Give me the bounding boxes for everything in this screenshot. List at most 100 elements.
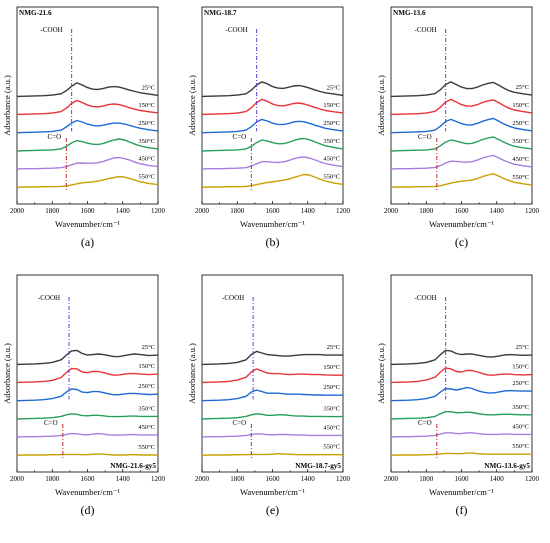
x-tick-label: 1800	[419, 475, 434, 483]
panel-letter: (c)	[455, 235, 468, 249]
spectrum-line-150degC	[201, 368, 343, 384]
spectrum-line-350degC	[16, 138, 159, 152]
x-axis-label: Wavenumber/cm⁻¹	[240, 487, 305, 497]
x-tick-label: 1400	[490, 475, 505, 483]
spectrum-line-250degC	[16, 119, 159, 134]
x-tick-label: 1400	[301, 207, 316, 215]
y-axis-label: Adsorbance (a.u.)	[2, 75, 12, 136]
x-axis-label: Wavenumber/cm⁻¹	[55, 487, 120, 497]
spectrum-line-450degC	[390, 432, 532, 438]
x-tick-label: 1800	[45, 207, 60, 215]
x-tick-label: 1600	[266, 207, 281, 215]
temperature-label: 25°C	[142, 344, 155, 351]
x-tick-label: 1600	[455, 207, 470, 215]
temperature-label: 250°C	[138, 120, 155, 127]
temperature-label: 250°C	[512, 120, 529, 127]
temperature-label: 550°C	[323, 173, 340, 180]
temperature-label: 350°C	[512, 138, 529, 145]
x-tick-label: 1600	[266, 475, 281, 483]
temperature-label: 25°C	[516, 84, 529, 91]
temperature-label: 550°C	[138, 444, 155, 451]
y-axis-label: Adsorbance (a.u.)	[187, 75, 197, 136]
x-tick-label: 1400	[116, 207, 131, 215]
spectrum-line-350degC	[201, 413, 343, 420]
temperature-label: 150°C	[138, 102, 155, 109]
spectrum-line-25degC	[16, 82, 159, 98]
spectrum-line-25degC	[201, 81, 344, 98]
plot-frame	[390, 274, 533, 473]
spectrum-line-450degC	[201, 433, 343, 438]
spectrum-line-550degC	[390, 452, 532, 456]
spectrum-line-550degC	[16, 453, 158, 456]
panel-d: 2000 1800 1600 1400 1200 Wavenumber/cm⁻¹ Adsor…	[2, 274, 166, 517]
spectrum-line-450degC	[16, 156, 159, 170]
x-tick-label: 1200	[525, 475, 540, 483]
panel-a: 2000 1800 1600 1400 1200 Wavenumber/cm⁻¹ Adsor…	[2, 6, 166, 249]
spectrum-line-25degC	[16, 349, 159, 366]
spectrum-line-550degC	[16, 175, 159, 188]
x-axis-label: Wavenumber/cm⁻¹	[55, 219, 120, 229]
panel-letter: (a)	[81, 235, 94, 249]
x-tick-label: 1400	[490, 207, 505, 215]
spectrum-line-450degC	[201, 156, 344, 170]
temperature-label: 350°C	[512, 404, 529, 411]
panel-letter: (b)	[266, 235, 280, 249]
co-label: C=O	[233, 133, 247, 141]
spectrum-line-550degC	[201, 173, 344, 188]
spectrum-line-550degC	[201, 453, 343, 456]
cooh-label: -COOH	[415, 294, 437, 302]
x-tick-label: 1800	[45, 475, 60, 483]
spectrum-line-150degC	[201, 98, 344, 116]
panel-f: 2000 1800 1600 1400 1200 Wavenumber/cm⁻¹ Adsor…	[376, 274, 540, 517]
x-axis-label: Wavenumber/cm⁻¹	[429, 487, 494, 497]
cooh-label: -COOH	[415, 26, 437, 34]
x-tick-label: 1800	[230, 475, 245, 483]
x-axis-label: Wavenumber/cm⁻¹	[429, 219, 494, 229]
sample-title: NMG-13.6-gy5	[484, 462, 530, 470]
temperature-label: 450°C	[512, 156, 529, 163]
x-tick-label: 1200	[525, 207, 540, 215]
temperature-label: 350°C	[323, 406, 340, 413]
y-axis-label: Adsorbance (a.u.)	[376, 75, 386, 136]
panel-letter: (f)	[456, 503, 468, 517]
x-tick-label: 2000	[195, 475, 210, 483]
sample-title: NMG-13.6	[393, 9, 426, 17]
temperature-label: 150°C	[512, 364, 529, 371]
x-tick-label: 2000	[384, 207, 399, 215]
cooh-label: -COOH	[226, 26, 248, 34]
spectrum-line-25degC	[390, 81, 533, 98]
sample-title: NMG-21.6	[19, 9, 52, 17]
temperature-label: 250°C	[512, 380, 529, 387]
temperature-label: 250°C	[323, 120, 340, 127]
temperature-label: 250°C	[138, 383, 155, 390]
temperature-label: 550°C	[138, 174, 155, 181]
spectrum-line-350degC	[16, 413, 158, 420]
panel-e: 2000 1800 1600 1400 1200 Wavenumber/cm⁻¹ Adsor…	[187, 274, 351, 517]
temperature-label: 550°C	[323, 444, 340, 451]
spectrum-line-150degC	[390, 367, 533, 384]
spectrum-line-450degC	[16, 432, 158, 438]
panel-c: 2000 1800 1600 1400 1200 Wavenumber/cm⁻¹ Adsor…	[376, 6, 540, 249]
x-tick-label: 2000	[10, 475, 25, 483]
temperature-label: 150°C	[138, 363, 155, 370]
plot-frame	[390, 6, 533, 205]
cooh-label: -COOH	[38, 294, 60, 302]
temperature-label: 150°C	[323, 364, 340, 371]
x-tick-label: 1600	[81, 475, 96, 483]
spectrum-line-250degC	[201, 389, 343, 402]
co-label: C=O	[233, 419, 247, 427]
spectrum-line-250degC	[390, 117, 533, 134]
x-tick-label: 1200	[336, 475, 351, 483]
temperature-label: 550°C	[512, 174, 529, 181]
spectrum-line-25degC	[201, 350, 343, 366]
panel-letter: (e)	[266, 503, 279, 517]
temperature-label: 450°C	[323, 424, 340, 431]
x-tick-label: 1800	[230, 207, 245, 215]
x-tick-label: 1400	[301, 475, 316, 483]
plot-frame	[201, 6, 344, 205]
co-label: C=O	[44, 419, 58, 427]
x-tick-label: 1200	[151, 207, 166, 215]
cooh-label: -COOH	[222, 294, 244, 302]
temperature-label: 150°C	[323, 102, 340, 109]
